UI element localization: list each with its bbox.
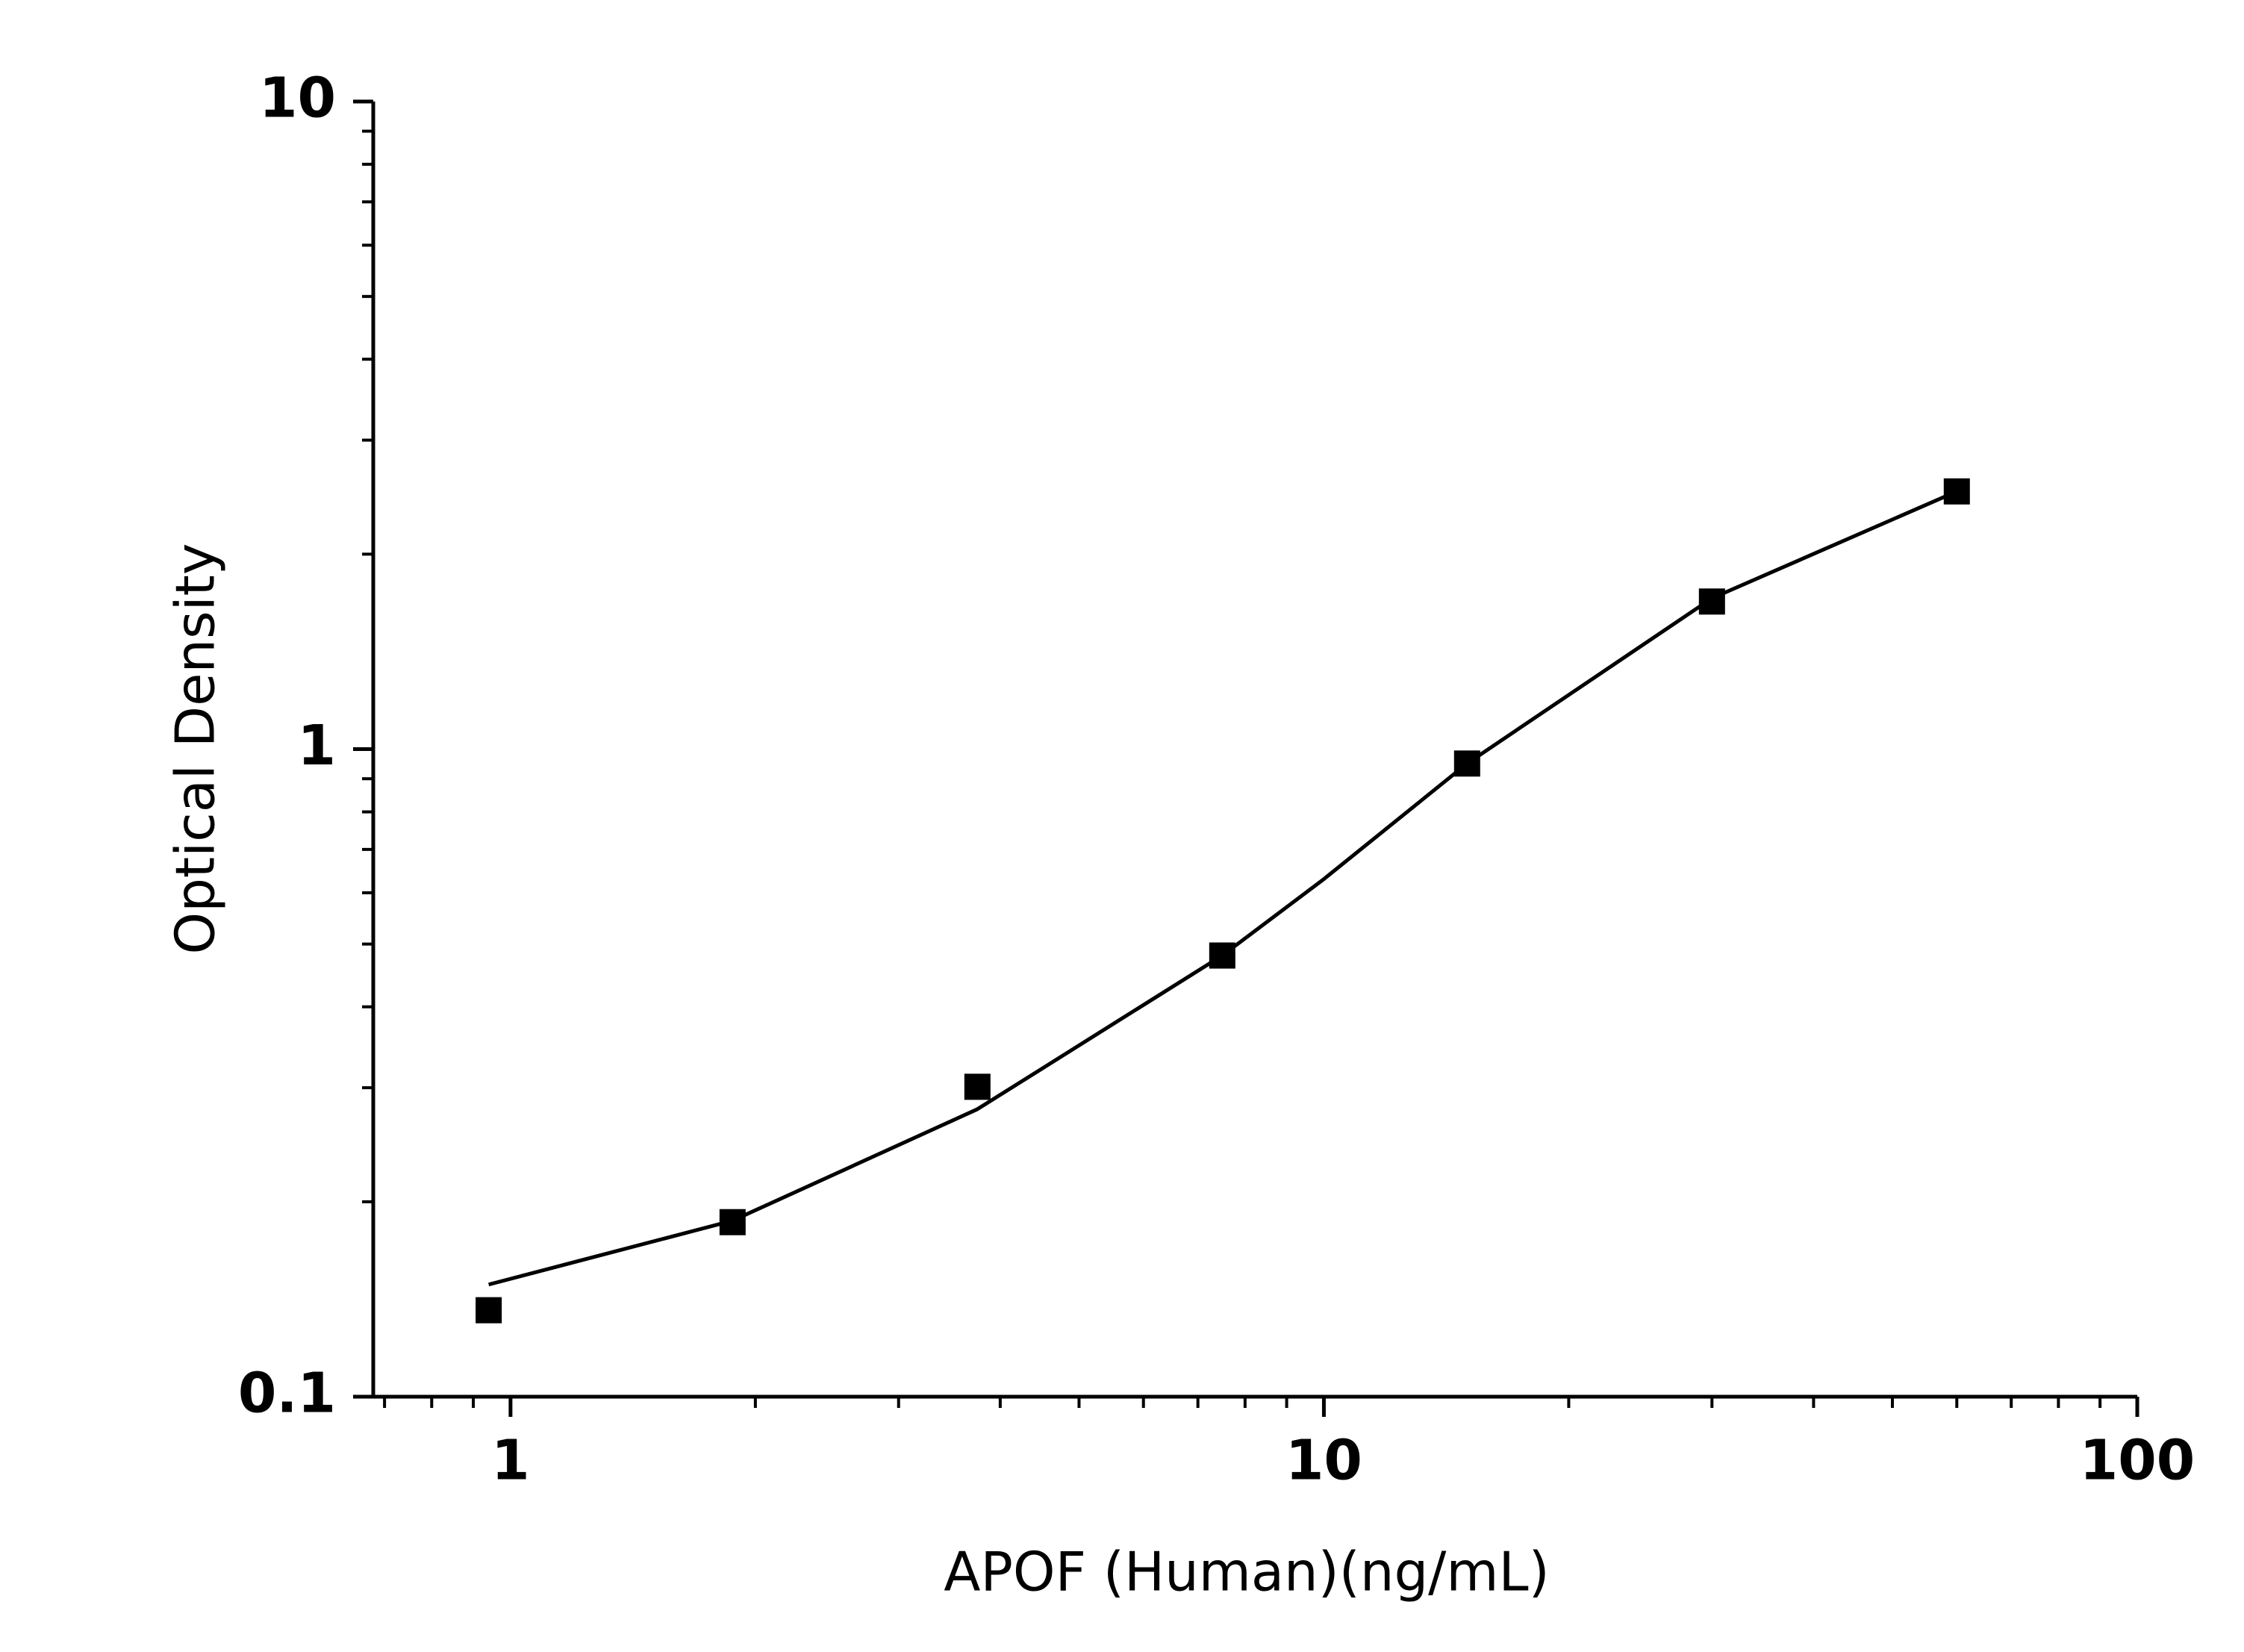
x-tick-label: 1 [491,1429,530,1493]
data-point [476,1297,502,1324]
x-axis-title: APOF (Human)(ng/mL) [944,1541,1550,1603]
y-tick-label: 10 [259,66,336,131]
data-point [719,1209,746,1235]
fit-curve [487,489,1958,1287]
y-tick-label: 1 [298,714,337,778]
x-tick-label: 10 [1285,1429,1362,1493]
x-tick-label: 100 [2080,1429,2195,1493]
data-point [1698,588,1725,615]
y-axis-title: Optical Density [164,543,227,955]
data-point [1209,942,1235,969]
data-point [964,1073,991,1100]
y-tick-label: 0.1 [238,1362,336,1426]
data-point [1453,750,1480,777]
data-point [1943,478,1970,505]
